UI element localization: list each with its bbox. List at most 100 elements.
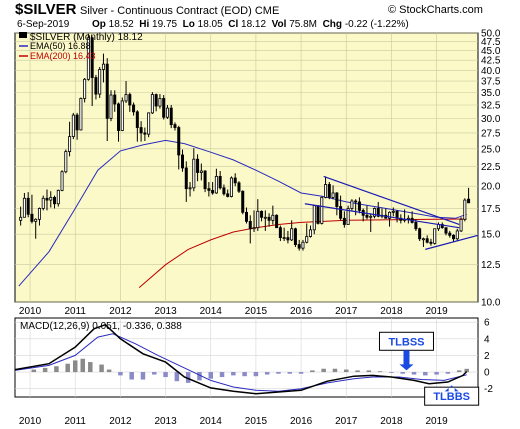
price-x-tick-label: 2010 [19, 306, 42, 317]
low-value: 18.05 [197, 19, 223, 30]
candle-body-down [90, 37, 94, 78]
macd-histogram-bar [54, 366, 59, 373]
candle [286, 230, 290, 244]
candle [181, 149, 185, 172]
candle-body-down [135, 111, 139, 128]
candle [388, 211, 392, 227]
macd-histogram-bar [31, 369, 37, 373]
candle [113, 90, 117, 112]
candle-body-down [278, 227, 282, 239]
price-y-tick-label: 37.5 [481, 77, 501, 88]
candle [282, 227, 286, 242]
candle [98, 66, 102, 98]
candle [354, 199, 358, 216]
candle [68, 121, 72, 157]
change-value: -0.22 (-1.22%) [344, 19, 409, 30]
macd-histogram-bar [80, 358, 86, 373]
candle [229, 176, 233, 198]
candle [128, 92, 132, 112]
macd-histogram-bar [65, 363, 70, 373]
candle [211, 182, 215, 195]
macd-histogram-bar [163, 372, 168, 378]
candle-body-up [68, 136, 72, 152]
candle-body-down [244, 211, 248, 222]
volume-label: Vol [271, 19, 287, 30]
candle-body-down [286, 237, 290, 241]
legend-ema50-label: EMA(50) 16.88 [30, 41, 91, 51]
legend-candle-swatch [19, 32, 27, 38]
macd-histogram-bar [42, 367, 48, 373]
candle [327, 182, 331, 200]
candle [346, 205, 350, 225]
macd-histogram-bar [129, 372, 134, 380]
macd-histogram-bar [140, 372, 146, 380]
instrument-title: Silver - Continuous Contract (EOD) [80, 5, 252, 17]
candle-body-down [218, 176, 222, 189]
candle-body-down [342, 217, 346, 225]
candle-body-down [248, 220, 252, 230]
candle-body-up [350, 200, 354, 209]
macd-x-tick-label: 2011 [64, 416, 86, 427]
macd-histogram-bar [174, 372, 180, 382]
candle [305, 223, 309, 244]
macd-histogram-bar [344, 369, 349, 373]
macd-histogram-bar [389, 372, 394, 373]
candle-body-down [327, 184, 331, 198]
candle-body-up [391, 210, 395, 213]
candle-body-up [98, 69, 102, 95]
macd-histogram-bar [400, 372, 405, 374]
candle-body-down [169, 107, 173, 126]
candle-body-down [241, 190, 245, 213]
candle [267, 213, 271, 227]
macd-histogram-bar [253, 372, 259, 377]
candle [124, 81, 128, 103]
candle-body-down [429, 241, 433, 244]
candle-body-down [376, 208, 380, 217]
candle [203, 170, 207, 193]
candle [429, 238, 433, 246]
candle-body-up [308, 229, 312, 237]
macd-histogram-bar [208, 372, 213, 379]
macd-histogram-bar [276, 372, 281, 374]
annotation-arrow [444, 385, 459, 392]
price-y-tick-label: 22.5 [481, 162, 501, 173]
candle [165, 105, 169, 119]
trendline [425, 234, 479, 250]
candle [207, 182, 211, 197]
macd-histogram-bar [231, 372, 236, 376]
candle-body-up [150, 94, 154, 114]
candle-body-down [162, 98, 166, 118]
candle [263, 210, 267, 231]
trendline [304, 203, 460, 229]
candle [105, 58, 109, 142]
annotation-tlbss: TLBSS [378, 331, 434, 371]
macd-line [14, 323, 468, 395]
candle-body-down [113, 94, 117, 105]
macd-histogram-bar [310, 370, 315, 373]
candle [256, 199, 260, 231]
macd-y-tick-label: -2 [484, 384, 493, 395]
candle [86, 33, 90, 81]
candle [60, 170, 64, 192]
candle [252, 210, 256, 233]
candle-body-down [395, 210, 399, 219]
candle [308, 225, 312, 238]
candle [331, 185, 335, 200]
macd-histogram-bar [99, 364, 104, 373]
candle-body-up [252, 227, 256, 230]
macd-histogram-bar [152, 372, 157, 375]
candle-body-up [79, 98, 83, 131]
candle [369, 213, 373, 233]
candle-body-down [30, 213, 34, 222]
quote-date: 6-Sep-2019 [17, 19, 70, 30]
candle [365, 205, 369, 220]
macd-histogram-bar [72, 360, 78, 373]
candle [278, 225, 282, 242]
candle [26, 192, 30, 218]
candle [162, 95, 166, 120]
candle [418, 227, 422, 242]
macd-histogram-bar [197, 372, 202, 381]
candle [173, 122, 177, 131]
candle-body-down [26, 197, 30, 215]
candle-body-up [372, 208, 376, 217]
